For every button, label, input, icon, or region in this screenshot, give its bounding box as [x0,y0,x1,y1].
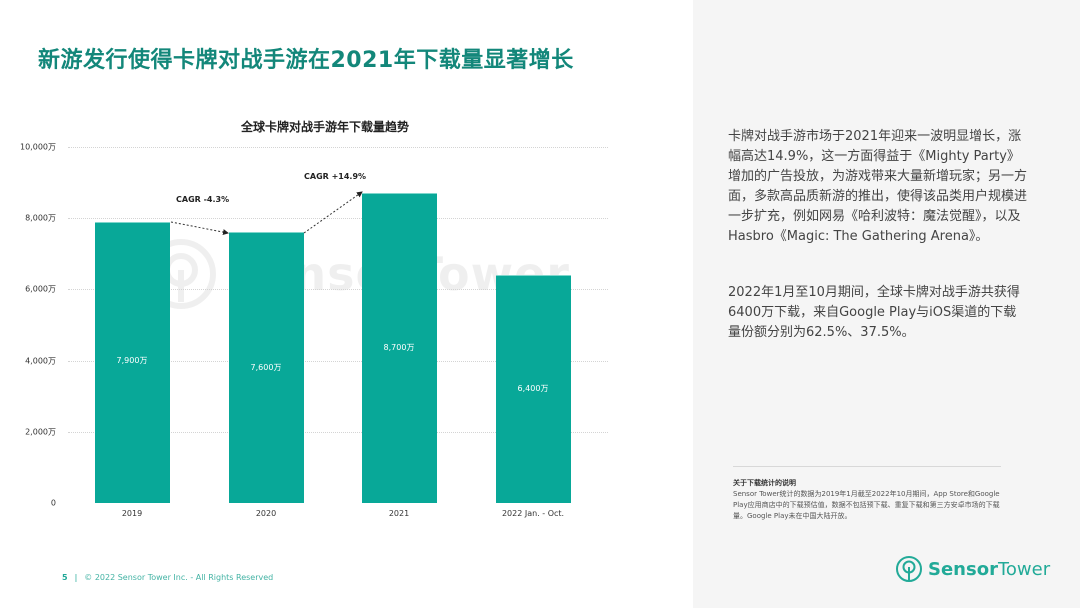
y-tick-label: 0 [50,498,56,508]
bar-value-label: 7,600万 [250,363,282,372]
bar-2019 [95,222,170,503]
bar-value-label: 6,400万 [517,384,549,393]
y-tick-label: 10,000万 [20,142,56,152]
gridline [68,289,608,290]
note-title: 关于下载统计的说明 [733,479,796,487]
cagr-annotation: CAGR +14.9% [304,172,367,181]
gridline [68,147,608,148]
y-tick-label: 8,000万 [25,213,56,223]
gridline [68,432,608,433]
x-tick-label: 2019 [121,509,143,518]
cagr-arrows [170,191,363,235]
page-number: 5 [62,573,68,582]
footer: 5 | © 2022 Sensor Tower Inc. - All Right… [62,573,273,582]
gridline [68,218,608,219]
y-tick-label: 6,000万 [25,284,56,294]
x-tick-label: 2022 Jan. - Oct. [501,509,565,518]
commentary-panel [693,0,1080,608]
x-tick-label: 2020 [255,509,277,518]
cagr-arrow-2019-2020 [170,221,229,235]
x-tick-label: 2021 [388,509,410,518]
sensor-tower-logo-icon [896,556,922,582]
divider [733,466,1001,467]
brand-name: SensorTower [928,558,1051,580]
cagr-arrow-2020-2021 [303,191,363,234]
bar-value-label: 7,900万 [116,356,148,365]
bar-2020 [229,232,304,503]
copyright: © 2022 Sensor Tower Inc. - All Rights Re… [84,573,274,582]
gridline [68,361,608,362]
y-tick-label: 4,000万 [25,356,56,366]
bar-2022 [496,275,571,503]
footer-separator: | [74,573,78,582]
commentary-paragraph: 2022年1月至10月期间，全球卡牌对战手游共获得6400万下载，来自Googl… [728,285,1020,340]
cagr-annotation: CAGR -4.3% [176,195,230,204]
bar-2021 [362,193,437,503]
y-tick-label: 2,000万 [25,427,56,437]
brand-logo: SensorTower [895,555,1050,583]
commentary-paragraph: 卡牌对战手游市场于2021年迎来一波明显增长，涨幅高达14.9%，这一方面得益于… [728,129,1028,244]
bar-chart: 10,000万 8,000万 6,000万 4,000万 2,000万 0 7,… [20,143,608,518]
page-title: 新游发行使得卡牌对战手游在2021年下载量显著增长 [38,48,574,73]
note-body: Sensor Tower统计的数据为2019年1月截至2022年10月期间，Ap… [733,490,1000,520]
bar-value-label: 8,700万 [383,343,415,352]
